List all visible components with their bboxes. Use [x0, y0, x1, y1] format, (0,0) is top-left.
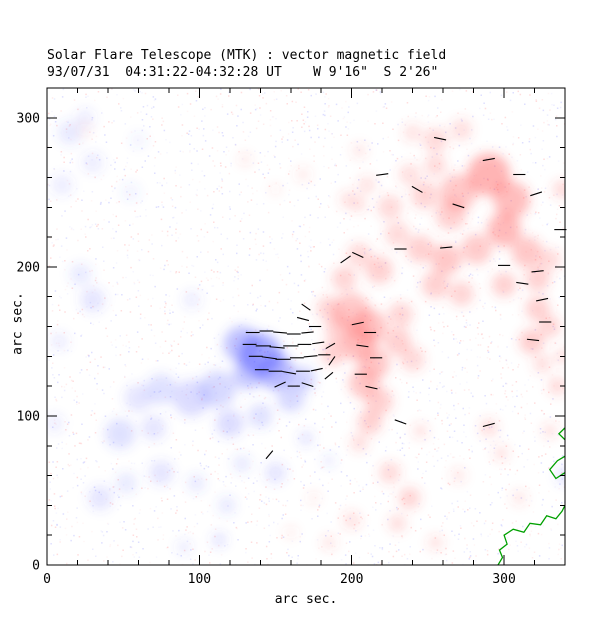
y-tick-label: 300	[17, 111, 40, 126]
plot-title: Solar Flare Telescope (MTK) : vector mag…	[47, 48, 447, 63]
negative-polarity-blobs	[47, 108, 565, 555]
y-tick-label: 200	[17, 260, 40, 275]
x-tick-label: 300	[492, 572, 515, 587]
x-tick-label: 0	[43, 572, 51, 587]
x-tick-label: 200	[340, 572, 363, 587]
tick-labels: 0 100 200 300 0 100 200 300	[17, 111, 516, 587]
x-axis-label: arc sec.	[274, 592, 338, 607]
y-axis-label: arc sec.	[10, 292, 26, 355]
plot-subtitle: 93/07/31 04:31:22-04:32:28 UT W 9'16" S …	[47, 65, 439, 80]
y-tick-label: 100	[17, 409, 40, 424]
x-tick-label: 100	[188, 572, 211, 587]
y-tick-label: 0	[32, 559, 40, 574]
positive-polarity-blobs	[79, 119, 565, 551]
neutral-line-contour	[497, 427, 565, 565]
axes	[46, 87, 566, 566]
vector-field	[242, 136, 567, 460]
